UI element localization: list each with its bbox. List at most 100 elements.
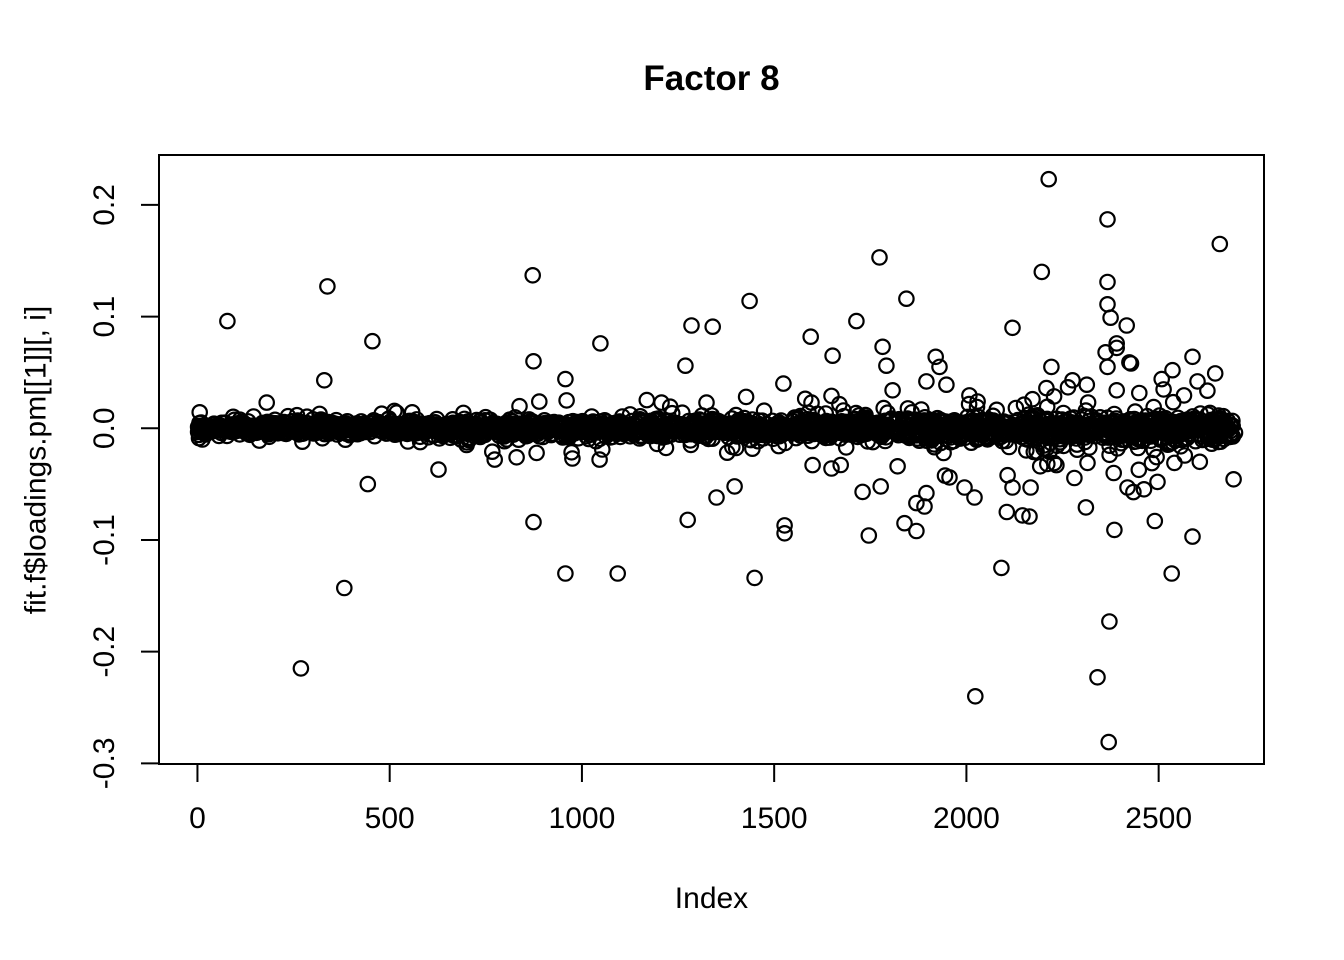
data-point bbox=[746, 569, 763, 587]
data-point bbox=[250, 432, 268, 449]
data-point bbox=[518, 424, 536, 441]
data-point bbox=[874, 338, 891, 356]
data-point bbox=[477, 408, 494, 426]
data-point bbox=[749, 432, 767, 450]
data-point bbox=[298, 408, 316, 425]
data-point bbox=[864, 433, 882, 451]
data-point bbox=[192, 414, 210, 431]
data-point bbox=[1099, 273, 1116, 291]
data-point bbox=[1083, 424, 1100, 442]
data-point bbox=[1225, 470, 1242, 488]
x-tick-label: 0 bbox=[189, 802, 206, 835]
data-point bbox=[456, 410, 473, 428]
data-point bbox=[908, 494, 925, 512]
data-point bbox=[910, 432, 928, 449]
data-point bbox=[945, 432, 962, 450]
data-point bbox=[1015, 396, 1033, 413]
data-point bbox=[927, 348, 944, 366]
data-point bbox=[742, 431, 760, 449]
data-point bbox=[698, 394, 715, 411]
data-point bbox=[1004, 479, 1021, 496]
y-tick-label: 0.2 bbox=[88, 184, 121, 226]
data-point bbox=[397, 417, 414, 435]
data-point bbox=[853, 419, 870, 437]
data-point bbox=[1022, 479, 1039, 496]
y-tick-label: -0.2 bbox=[88, 626, 121, 678]
x-tick-label: 2000 bbox=[933, 802, 1000, 835]
data-point bbox=[1108, 335, 1125, 352]
plot-frame bbox=[158, 154, 1265, 765]
data-point bbox=[823, 460, 840, 477]
data-point bbox=[364, 332, 381, 350]
data-point bbox=[898, 290, 915, 307]
data-point bbox=[1146, 512, 1164, 530]
data-point bbox=[1164, 361, 1181, 379]
data-point bbox=[837, 439, 855, 456]
x-tick-label: 1000 bbox=[549, 802, 616, 835]
data-point bbox=[1105, 464, 1122, 482]
data-point bbox=[1099, 295, 1116, 313]
x-axis-label: Index bbox=[674, 882, 749, 915]
data-point bbox=[1131, 384, 1148, 402]
data-point bbox=[583, 408, 600, 425]
data-point bbox=[854, 483, 871, 501]
data-point bbox=[638, 391, 656, 409]
data-point bbox=[292, 660, 310, 677]
data-point bbox=[231, 418, 249, 436]
data-point bbox=[351, 422, 369, 440]
data-point bbox=[966, 489, 983, 506]
data-point bbox=[821, 422, 839, 440]
data-point bbox=[1021, 508, 1038, 525]
data-point bbox=[1108, 381, 1125, 399]
data-point bbox=[878, 357, 895, 374]
data-point bbox=[1172, 437, 1190, 455]
chart-title: Factor 8 bbox=[643, 59, 780, 98]
data-point bbox=[1106, 521, 1123, 539]
data-point bbox=[483, 443, 501, 460]
data-point bbox=[564, 420, 582, 438]
data-point bbox=[1164, 393, 1182, 411]
data-point bbox=[1000, 438, 1018, 456]
data-point bbox=[848, 312, 865, 330]
data-point bbox=[896, 514, 913, 532]
data-point bbox=[832, 456, 849, 474]
data-point bbox=[881, 412, 898, 430]
data-point bbox=[648, 427, 666, 445]
data-point bbox=[359, 475, 377, 493]
data-point bbox=[677, 357, 694, 374]
data-point bbox=[281, 418, 298, 435]
data-point bbox=[1118, 317, 1135, 334]
data-point bbox=[641, 416, 658, 433]
data-point bbox=[697, 428, 714, 446]
data-point bbox=[486, 451, 503, 468]
y-tick-label: -0.3 bbox=[88, 737, 121, 789]
data-point bbox=[898, 422, 915, 440]
data-point bbox=[239, 413, 257, 430]
data-point bbox=[1122, 355, 1140, 372]
data-point bbox=[614, 408, 631, 425]
data-point bbox=[219, 312, 236, 330]
data-point bbox=[802, 328, 819, 345]
data-point bbox=[411, 433, 429, 451]
data-point bbox=[564, 450, 581, 467]
data-point bbox=[448, 421, 466, 438]
data-point bbox=[1099, 358, 1116, 376]
data-point bbox=[524, 266, 541, 284]
data-point bbox=[1201, 423, 1218, 441]
data-point bbox=[557, 565, 574, 582]
data-point bbox=[723, 438, 741, 456]
data-point bbox=[1130, 461, 1148, 479]
data-point bbox=[847, 404, 865, 422]
data-point bbox=[1119, 479, 1136, 496]
data-point bbox=[1116, 419, 1134, 437]
data-point bbox=[558, 392, 575, 409]
data-point bbox=[775, 375, 792, 392]
data-point bbox=[1064, 371, 1081, 389]
data-point bbox=[592, 335, 609, 352]
data-point bbox=[1153, 417, 1170, 434]
y-tick-label: 0.0 bbox=[88, 407, 121, 449]
data-point bbox=[252, 422, 270, 440]
data-point bbox=[1164, 433, 1181, 451]
data-point bbox=[1077, 499, 1095, 516]
y-tick-label: -0.1 bbox=[88, 514, 121, 566]
